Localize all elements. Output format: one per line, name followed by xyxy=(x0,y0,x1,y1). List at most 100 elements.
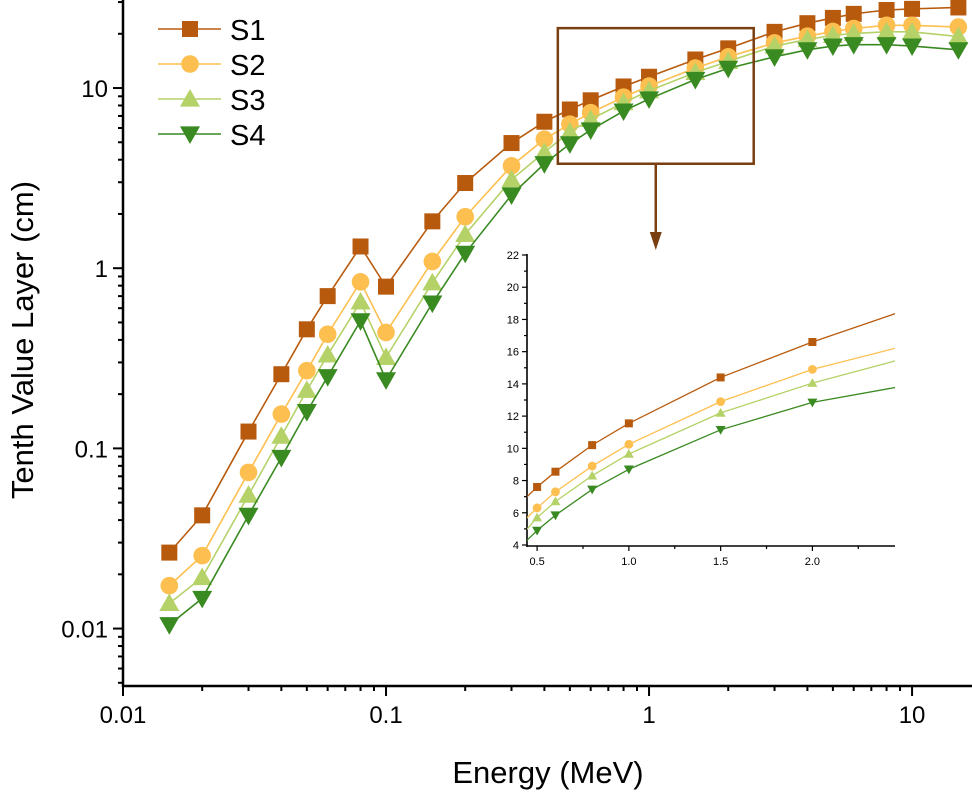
x-tick-label: 10 xyxy=(899,702,926,729)
inset-line-S2 xyxy=(527,347,895,519)
data-point-S4 xyxy=(271,449,292,468)
data-point-S4 xyxy=(580,122,601,140)
y-tick-label: 0.01 xyxy=(61,617,108,644)
inset-point-S1 xyxy=(551,467,560,476)
zoom-arrowhead xyxy=(649,232,662,250)
inset-point-S3 xyxy=(715,407,726,417)
data-point-S3 xyxy=(948,26,969,45)
data-point-S2 xyxy=(351,273,370,291)
data-point-S1 xyxy=(878,2,895,19)
series-line-S4 xyxy=(168,43,959,626)
data-point-S1 xyxy=(950,0,967,16)
data-point-S1 xyxy=(273,366,290,383)
data-point-S4 xyxy=(902,38,923,57)
data-point-S4 xyxy=(350,313,371,331)
data-point-S1 xyxy=(824,9,841,26)
inset-y-tick-label: 22 xyxy=(507,250,519,262)
inset-point-S4 xyxy=(623,465,634,475)
data-point-S1 xyxy=(799,15,816,32)
inset-line-S4 xyxy=(527,386,895,542)
inset-y-tick-label: 16 xyxy=(507,347,519,359)
inset-point-S3 xyxy=(807,378,818,387)
inset-point-S2 xyxy=(532,503,542,513)
x-axis-label: Energy (MeV) xyxy=(452,755,643,790)
data-point-S3 xyxy=(192,567,213,586)
inset-point-S4 xyxy=(550,511,561,521)
x-tick-label: 0.1 xyxy=(369,702,402,729)
data-point-S3 xyxy=(350,291,371,310)
data-point-S4 xyxy=(317,369,338,387)
data-point-S4 xyxy=(501,187,522,205)
data-point-S3 xyxy=(238,485,259,503)
inset-series-S1 xyxy=(527,313,895,498)
legend-label: S1 xyxy=(230,15,265,47)
x-tick-label: 1 xyxy=(642,702,655,729)
data-point-S1 xyxy=(424,213,441,230)
inset-series-S4 xyxy=(527,386,895,542)
data-point-S3 xyxy=(876,21,897,40)
inset-y-tick-label: 14 xyxy=(507,379,519,391)
inset-x-tick-label: 0.5 xyxy=(529,556,544,568)
data-point-S1 xyxy=(161,544,178,561)
inset-point-S1 xyxy=(533,483,542,491)
data-point-S1 xyxy=(378,278,395,295)
data-point-S4 xyxy=(797,42,818,60)
inset-point-S1 xyxy=(588,441,597,450)
data-point-S2 xyxy=(193,546,211,565)
inset-point-S2 xyxy=(716,397,726,407)
y-tick-label: 10 xyxy=(81,76,108,103)
inset-point-S2 xyxy=(551,487,560,497)
data-point-S3 xyxy=(843,23,864,41)
data-point-S3 xyxy=(902,21,923,40)
legend-marker xyxy=(180,126,200,144)
data-point-S3 xyxy=(534,142,555,160)
inset-point-S2 xyxy=(808,364,817,374)
inset-y-tick-label: 18 xyxy=(507,314,519,326)
y-axis-label: Tenth Value Layer (cm) xyxy=(5,181,40,499)
data-point-S1 xyxy=(194,507,211,524)
data-point-S2 xyxy=(377,323,395,342)
data-point-S4 xyxy=(822,38,843,57)
data-point-S3 xyxy=(296,380,317,398)
inset-point-S4 xyxy=(807,398,818,408)
inset-line-S1 xyxy=(527,313,895,498)
y-tick-label: 0.1 xyxy=(75,436,108,463)
data-point-S1 xyxy=(457,175,474,192)
data-point-S2 xyxy=(456,207,474,226)
inset-y-tick-label: 6 xyxy=(513,508,519,520)
inset-y-tick-label: 8 xyxy=(513,476,519,488)
data-point-S2 xyxy=(535,130,554,148)
x-tick-label: 0.01 xyxy=(100,702,147,729)
inset-point-S1 xyxy=(624,419,633,428)
data-point-S4 xyxy=(296,404,317,422)
data-point-S4 xyxy=(876,37,897,55)
data-point-S4 xyxy=(948,42,969,60)
data-point-S4 xyxy=(764,49,785,67)
legend-item-S2: S2 xyxy=(158,50,265,82)
inset-y-tick-label: 20 xyxy=(507,282,519,294)
inset-point-S1 xyxy=(716,373,725,382)
data-point-S3 xyxy=(501,169,522,188)
legend-label: S3 xyxy=(230,85,265,117)
data-point-S4 xyxy=(376,372,397,390)
data-point-S1 xyxy=(319,288,336,305)
y-tick-label: 1 xyxy=(95,256,108,283)
series-S1 xyxy=(161,0,967,561)
data-point-S4 xyxy=(455,245,476,264)
legend-label: S4 xyxy=(230,120,265,152)
main-plot: 0.01 0.1 1 10 0.01 0.1 1 10 xyxy=(61,0,972,729)
data-point-S4 xyxy=(559,136,580,154)
inset-x-tick-label: 1.5 xyxy=(713,556,728,568)
data-point-S4 xyxy=(192,590,213,609)
inset-point-S4 xyxy=(587,485,598,495)
data-point-S2 xyxy=(272,405,291,423)
inset-series-S2 xyxy=(527,347,895,519)
data-point-S1 xyxy=(298,321,315,338)
inset-point-S2 xyxy=(587,461,597,471)
data-point-S1 xyxy=(582,92,599,109)
inset-line-S3 xyxy=(527,360,895,531)
data-point-S4 xyxy=(685,71,706,90)
data-point-S1 xyxy=(503,135,520,152)
data-point-S4 xyxy=(159,617,180,635)
